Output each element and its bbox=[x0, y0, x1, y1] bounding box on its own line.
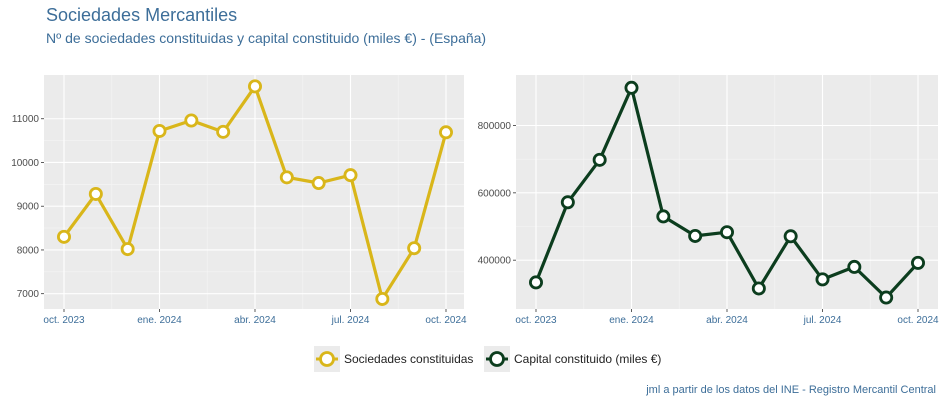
y-tick-label: 400000 bbox=[478, 256, 512, 267]
data-point bbox=[184, 113, 199, 128]
data-point bbox=[57, 229, 72, 244]
x-tick-label: oct. 2024 bbox=[897, 315, 939, 326]
x-tick-label: jul. 2024 bbox=[803, 315, 842, 326]
x-tick-label: ene. 2024 bbox=[137, 315, 182, 326]
y-tick-label: 10000 bbox=[11, 158, 39, 169]
y-tick-label: 600000 bbox=[478, 188, 512, 199]
data-point bbox=[592, 152, 607, 167]
data-point bbox=[311, 176, 326, 191]
x-tick-label: oct. 2023 bbox=[515, 315, 557, 326]
y-tick-label: 9000 bbox=[17, 202, 40, 213]
y-tick-label: 800000 bbox=[478, 121, 512, 132]
x-tick-label: jul. 2024 bbox=[331, 315, 370, 326]
data-point bbox=[375, 291, 390, 306]
data-point bbox=[688, 228, 703, 243]
legend-label-capital: Capital constituido (miles €) bbox=[514, 352, 662, 366]
data-point bbox=[847, 259, 862, 274]
legend-label-sociedades: Sociedades constituidas bbox=[344, 352, 474, 366]
x-tick-label: abr. 2024 bbox=[234, 315, 276, 326]
data-point bbox=[529, 275, 544, 290]
y-tick-label: 7000 bbox=[17, 289, 40, 300]
legend-key-sociedades bbox=[314, 346, 340, 372]
data-point bbox=[120, 242, 135, 257]
y-tick-label: 8000 bbox=[17, 245, 40, 256]
data-point bbox=[751, 281, 766, 296]
data-point bbox=[815, 272, 830, 287]
legend-item-sociedades: Sociedades constituidas bbox=[314, 346, 473, 372]
legend-item-capital: Capital constituido (miles €) bbox=[484, 346, 661, 372]
charts-area: 7000 8000 9000 10000 11000 oct. 2023 ene. 2024… bbox=[11, 75, 939, 326]
data-point bbox=[279, 170, 294, 185]
data-point bbox=[879, 290, 894, 305]
legend-key-capital bbox=[484, 346, 510, 372]
x-tick-label: oct. 2023 bbox=[43, 315, 85, 326]
x-tick-label: oct. 2024 bbox=[425, 315, 467, 326]
data-point bbox=[343, 168, 358, 183]
y-tick-label: 11000 bbox=[12, 114, 40, 125]
data-point bbox=[247, 79, 262, 94]
data-point bbox=[911, 255, 926, 270]
x-tick-label: ene. 2024 bbox=[609, 315, 654, 326]
data-point bbox=[656, 209, 671, 224]
chart-title: Sociedades Mercantiles bbox=[46, 5, 238, 25]
data-point bbox=[560, 195, 575, 210]
chart-subtitle: Nº de sociedades constituidas y capital … bbox=[46, 30, 487, 46]
data-point bbox=[152, 123, 167, 138]
data-point bbox=[624, 80, 639, 95]
data-point bbox=[783, 229, 798, 244]
plot-background bbox=[44, 75, 464, 309]
data-point bbox=[438, 125, 453, 140]
data-point bbox=[720, 225, 735, 240]
x-tick-label: abr. 2024 bbox=[706, 315, 748, 326]
panel-capital: 400000 600000 800000 oct. 2023 ene. 2024 abr.… bbox=[478, 75, 939, 326]
data-point bbox=[216, 124, 231, 139]
data-point bbox=[407, 241, 422, 256]
data-point bbox=[88, 186, 103, 201]
source-caption: jml a partir de los datos del INE - Regi… bbox=[646, 384, 936, 396]
panel-sociedades: 7000 8000 9000 10000 11000 oct. 2023 ene. 2024… bbox=[11, 75, 467, 326]
